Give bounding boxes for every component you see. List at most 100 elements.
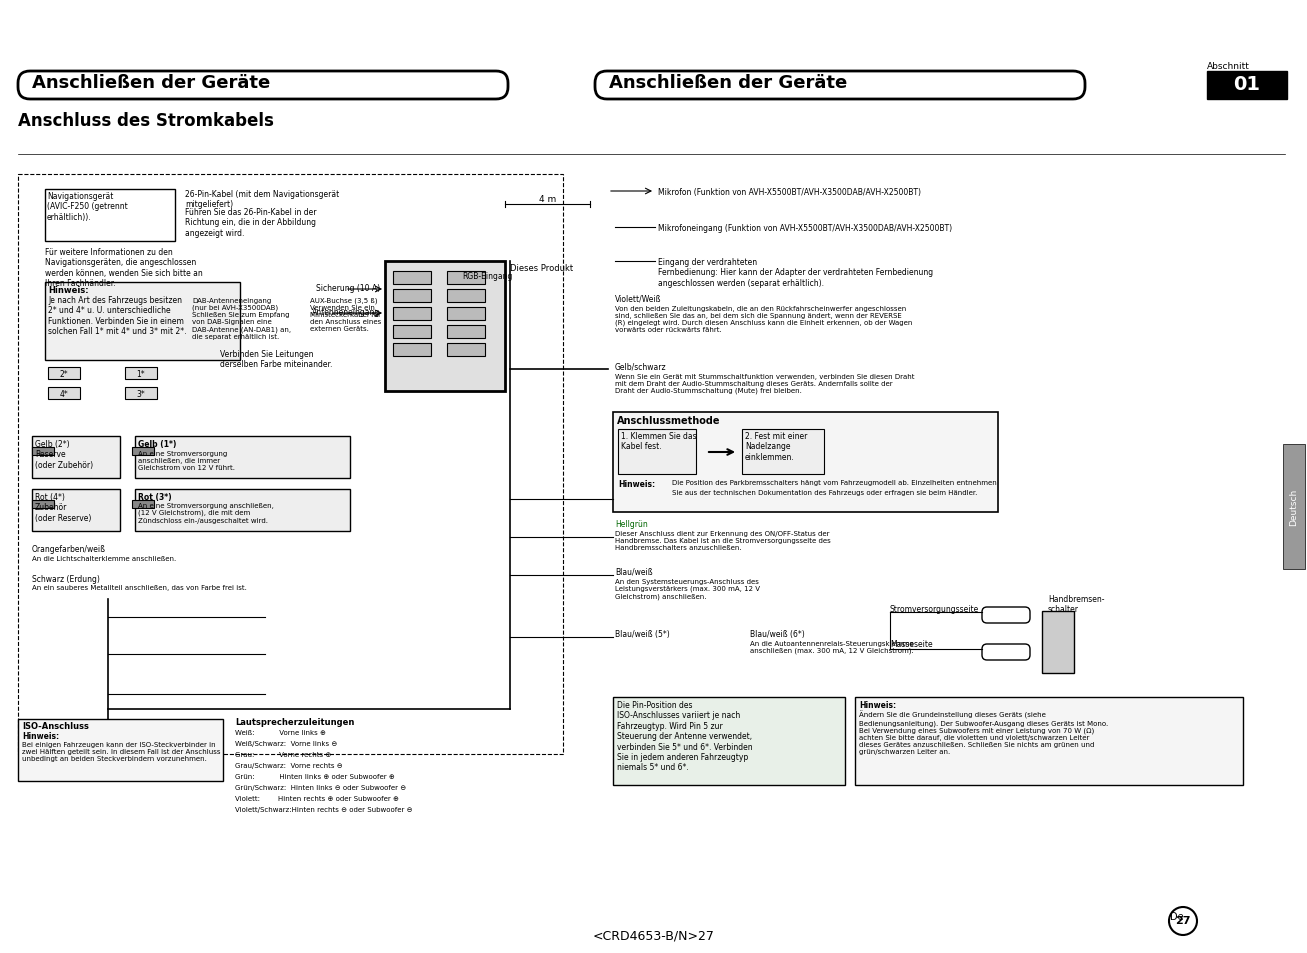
Text: DAB-Antenneneingang
(nur bei AVH-X3500DAB)
Schließen Sie zum Empfang
von DAB-Sig: DAB-Antenneneingang (nur bei AVH-X3500DA… — [192, 297, 291, 339]
Text: 26-Pin-Kabel (mit dem Navigationsgerät
mitgeliefert): 26-Pin-Kabel (mit dem Navigationsgerät m… — [186, 190, 340, 209]
Bar — [393, 326, 431, 338]
Bar — [613, 698, 846, 785]
Text: Blau/weiß (5*): Blau/weiß (5*) — [616, 629, 669, 639]
Text: Mikrofon (Funktion von AVH-X5500BT/AVH-X3500DAB/AVH-X2500BT): Mikrofon (Funktion von AVH-X5500BT/AVH-X… — [657, 188, 921, 196]
Bar — [393, 272, 431, 285]
Bar — [31, 490, 120, 532]
Text: An ein sauberes Metallteil anschließen, das von Farbe frei ist.: An ein sauberes Metallteil anschließen, … — [31, 584, 247, 590]
Text: Blau/weiß (6*): Blau/weiß (6*) — [750, 629, 805, 639]
Text: 3*: 3* — [137, 390, 145, 398]
Text: Sicherung (10 A): Sicherung (10 A) — [316, 284, 380, 293]
Text: Orangefarben/weiß: Orangefarben/weiß — [31, 544, 106, 554]
Bar — [447, 344, 485, 356]
Text: Die Pin-Position des
ISO-Anschlusses variiert je nach
Fahrzeugtyp. Wird Pin 5 zu: Die Pin-Position des ISO-Anschlusses var… — [617, 700, 753, 772]
Text: Je nach Art des Fahrzeugs besitzen
2* und 4* u. U. unterschiedliche
Funktionen. : Je nach Art des Fahrzeugs besitzen 2* un… — [48, 295, 187, 335]
Bar — [44, 190, 175, 242]
FancyBboxPatch shape — [982, 607, 1030, 623]
Text: Für weitere Informationen zu den
Navigationsgeräten, die angeschlossen
werden kö: Für weitere Informationen zu den Navigat… — [44, 248, 203, 288]
Bar — [393, 308, 431, 320]
Text: Hellgrün: Hellgrün — [616, 519, 648, 529]
Text: RGB-Eingang: RGB-Eingang — [461, 272, 512, 281]
Bar — [618, 430, 697, 475]
Text: Gelb/schwarz: Gelb/schwarz — [616, 363, 667, 372]
Text: Anschlussmethode: Anschlussmethode — [617, 416, 720, 426]
Bar — [855, 698, 1243, 785]
Text: 27: 27 — [1175, 915, 1191, 925]
Bar — [31, 436, 120, 478]
Text: Dieses Produkt: Dieses Produkt — [510, 264, 574, 273]
Text: Grau:           Vorne rechts ⊕: Grau: Vorne rechts ⊕ — [235, 751, 331, 758]
Text: Verbinden Sie Leitungen
derselben Farbe miteinander.: Verbinden Sie Leitungen derselben Farbe … — [220, 350, 332, 369]
Bar — [447, 272, 485, 285]
Bar — [393, 344, 431, 356]
Text: Masseseite: Masseseite — [890, 639, 933, 648]
Text: Schwarz (Erdung): Schwarz (Erdung) — [31, 575, 99, 583]
Bar — [125, 388, 157, 399]
Bar — [48, 368, 80, 379]
Bar — [125, 368, 157, 379]
Text: Anschließen der Geräte: Anschließen der Geräte — [609, 74, 847, 91]
Text: Violett:        Hinten rechts ⊕ oder Subwoofer ⊕: Violett: Hinten rechts ⊕ oder Subwoofer … — [235, 795, 399, 801]
Text: Blau/weiß: Blau/weiß — [616, 567, 652, 577]
Text: Abschnitt: Abschnitt — [1206, 62, 1249, 71]
Text: Hinweis:: Hinweis: — [22, 731, 59, 740]
Text: An eine Stromversorgung anschließen,
(12 V Gleichstrom), die mit dem
Zündschloss: An eine Stromversorgung anschließen, (12… — [139, 502, 274, 523]
Bar — [18, 720, 223, 781]
Text: Die Position des Parkbremsschalters hängt vom Fahrzeugmodell ab. Einzelheiten en: Die Position des Parkbremsschalters häng… — [672, 479, 997, 485]
Text: Antenneneingang: Antenneneingang — [312, 308, 380, 316]
Text: 1. Klemmen Sie das
Kabel fest.: 1. Klemmen Sie das Kabel fest. — [621, 432, 697, 451]
Text: Handbremsen-
schalter: Handbremsen- schalter — [1048, 595, 1104, 614]
Bar — [48, 388, 80, 399]
Text: An die Lichtschalterklemme anschließen.: An die Lichtschalterklemme anschließen. — [31, 556, 176, 561]
Text: Anschluss des Stromkabels: Anschluss des Stromkabels — [18, 112, 274, 130]
Text: Deutsch: Deutsch — [1290, 488, 1298, 525]
Text: Weiß:           Vorne links ⊕: Weiß: Vorne links ⊕ — [235, 729, 325, 735]
Bar — [393, 290, 431, 303]
Bar — [386, 262, 505, 392]
Bar — [44, 283, 240, 360]
Bar — [447, 308, 485, 320]
Text: Grün:           Hinten links ⊕ oder Subwoofer ⊕: Grün: Hinten links ⊕ oder Subwoofer ⊕ — [235, 773, 395, 780]
Text: Hinweis:: Hinweis: — [48, 286, 89, 294]
Text: Violett/Weiß: Violett/Weiß — [616, 294, 661, 304]
Text: 2. Fest mit einer
Nadelzange
einklemmen.: 2. Fest mit einer Nadelzange einklemmen. — [745, 432, 808, 461]
Text: Führen Sie das 26-Pin-Kabel in der
Richtung ein, die in der Abbildung
angezeigt : Führen Sie das 26-Pin-Kabel in der Richt… — [186, 208, 316, 237]
Bar — [447, 326, 485, 338]
Text: 2*: 2* — [60, 370, 68, 378]
Bar — [132, 448, 154, 456]
Text: Sie aus der technischen Dokumentation des Fahrzeugs oder erfragen sie beim Händl: Sie aus der technischen Dokumentation de… — [672, 490, 978, 496]
Text: Rot (3*): Rot (3*) — [139, 493, 171, 501]
Text: Grau/Schwarz:  Vorne rechts ⊖: Grau/Schwarz: Vorne rechts ⊖ — [235, 762, 342, 768]
Text: Hinweis:: Hinweis: — [618, 479, 655, 489]
Text: Eingang der verdrahteten
Fernbedienung: Hier kann der Adapter der verdrahteten F: Eingang der verdrahteten Fernbedienung: … — [657, 257, 933, 288]
Bar — [31, 448, 54, 456]
FancyBboxPatch shape — [982, 644, 1030, 660]
Bar — [613, 413, 999, 513]
Text: Weiß/Schwarz:  Vorne links ⊖: Weiß/Schwarz: Vorne links ⊖ — [235, 740, 337, 746]
Text: AUX-Buchse (3,5 ß)
Verwenden Sie ein
Ministeckerkabel für
den Anschluss eines
ex: AUX-Buchse (3,5 ß) Verwenden Sie ein Min… — [310, 297, 382, 333]
Text: Von den beiden Zuleitungskabeln, die an den Rückfahrscheinwerfer angeschlossen
s: Von den beiden Zuleitungskabeln, die an … — [616, 306, 912, 334]
FancyBboxPatch shape — [595, 71, 1085, 100]
Text: Gelb (2*)
Reserve
(oder Zubehör): Gelb (2*) Reserve (oder Zubehör) — [35, 439, 93, 469]
Bar — [135, 490, 350, 532]
Text: ISO-Anschluss: ISO-Anschluss — [22, 721, 89, 730]
Text: Lautsprecherzuleitungen: Lautsprecherzuleitungen — [235, 718, 354, 726]
Text: 4*: 4* — [60, 390, 68, 398]
Text: Stromversorgungsseite: Stromversorgungsseite — [890, 604, 979, 614]
Text: Hinweis:: Hinweis: — [859, 700, 897, 709]
Text: 1*: 1* — [137, 370, 145, 378]
Text: Dieser Anschluss dient zur Erkennung des ON/OFF-Status der
Handbremse. Das Kabel: Dieser Anschluss dient zur Erkennung des… — [616, 531, 831, 551]
Text: An den Systemsteuerungs-Anschluss des
Leistungsverstärkers (max. 300 mA, 12 V
Gl: An den Systemsteuerungs-Anschluss des Le… — [616, 578, 759, 599]
Bar — [31, 500, 54, 509]
Text: An eine Stromversorgung
anschließen, die immer
Gleichstrom von 12 V führt.: An eine Stromversorgung anschließen, die… — [139, 451, 235, 471]
Bar — [18, 174, 563, 754]
Text: Ändern Sie die Grundeinstellung dieses Geräts (siehe
Bedienungsanleitung). Der S: Ändern Sie die Grundeinstellung dieses G… — [859, 710, 1108, 755]
Text: Bei einigen Fahrzeugen kann der ISO-Steckverbinder in
zwei Hälften geteilt sein.: Bei einigen Fahrzeugen kann der ISO-Stec… — [22, 741, 221, 761]
Bar — [742, 430, 823, 475]
Text: An die Autoantennenrelais-Steuerungsklemme
anschließen (max. 300 mA, 12 V Gleich: An die Autoantennenrelais-Steuerungsklem… — [750, 640, 914, 654]
Bar — [1042, 612, 1074, 673]
Bar — [132, 500, 154, 509]
Bar — [135, 436, 350, 478]
Text: Mikrofoneingang (Funktion von AVH-X5500BT/AVH-X3500DAB/AVH-X2500BT): Mikrofoneingang (Funktion von AVH-X5500B… — [657, 224, 951, 233]
Text: Wenn Sie ein Gerät mit Stummschaltfunktion verwenden, verbinden Sie diesen Draht: Wenn Sie ein Gerät mit Stummschaltfunkti… — [616, 374, 915, 395]
